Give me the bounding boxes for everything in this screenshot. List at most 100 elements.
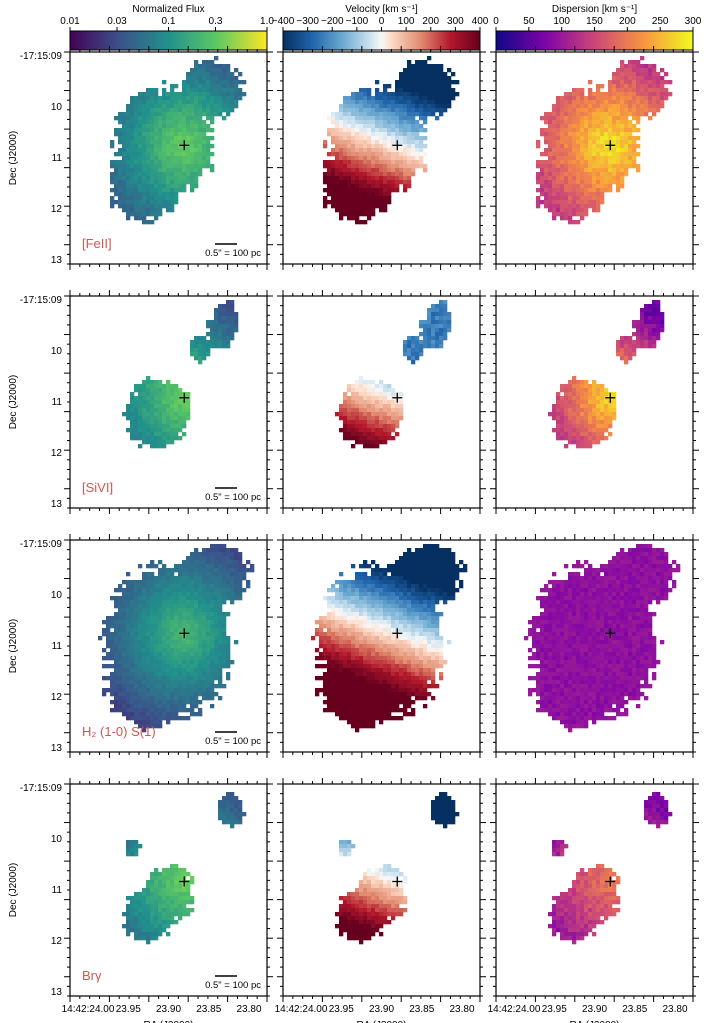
pixel <box>423 164 428 169</box>
pixel <box>399 116 404 121</box>
pixel <box>166 604 171 609</box>
pixel <box>174 92 179 97</box>
pixel <box>644 88 649 93</box>
pixel <box>202 648 207 653</box>
pixel <box>664 92 669 97</box>
pixel <box>423 320 428 325</box>
pixel <box>210 128 215 133</box>
pixel <box>339 404 344 409</box>
pixel <box>628 336 633 341</box>
pixel <box>375 176 380 181</box>
pixel <box>170 84 175 89</box>
pixel <box>347 152 352 157</box>
pixel <box>154 212 159 217</box>
pixel <box>174 668 179 673</box>
pixel <box>391 188 396 193</box>
pixel <box>347 96 352 101</box>
pixel <box>158 676 163 681</box>
pixel <box>451 92 456 97</box>
pixel <box>327 152 332 157</box>
pixel <box>604 172 609 177</box>
pixel <box>548 168 553 173</box>
pixel <box>218 64 223 69</box>
pixel <box>114 676 119 681</box>
pixel <box>178 104 183 109</box>
pixel <box>331 148 336 153</box>
pixel <box>443 108 448 113</box>
pixel <box>616 152 621 157</box>
pixel <box>359 208 364 213</box>
pixel <box>146 92 151 97</box>
pixel <box>576 184 581 189</box>
pixel <box>154 104 159 109</box>
pixel <box>134 668 139 673</box>
pixel <box>146 388 151 393</box>
pixel <box>114 668 119 673</box>
colorbar-tick-label: 0 <box>493 16 499 27</box>
pixel <box>218 664 223 669</box>
pixel <box>620 164 625 169</box>
pixel <box>564 188 569 193</box>
pixel <box>234 104 239 109</box>
pixel <box>122 652 127 657</box>
pixel <box>636 88 641 93</box>
pixel <box>355 440 360 445</box>
pixel <box>174 676 179 681</box>
pixel <box>174 628 179 633</box>
pixel <box>395 132 400 137</box>
pixel <box>178 576 183 581</box>
pixel <box>130 652 135 657</box>
pixel <box>419 68 424 73</box>
pixel <box>536 200 541 205</box>
pixel <box>371 192 376 197</box>
pixel <box>375 400 380 405</box>
pixel <box>162 184 167 189</box>
pixel <box>592 420 597 425</box>
pixel <box>351 428 356 433</box>
pixel <box>142 612 147 617</box>
pixel <box>234 596 239 601</box>
pixel <box>174 568 179 573</box>
pixel <box>226 636 231 641</box>
pixel <box>150 620 155 625</box>
pixel <box>170 172 175 177</box>
pixel <box>218 612 223 617</box>
pixel <box>371 156 376 161</box>
pixel <box>126 168 131 173</box>
pixel <box>608 136 613 141</box>
pixel <box>106 688 111 693</box>
pixel <box>110 656 115 661</box>
pixel <box>411 128 416 133</box>
pixel <box>198 160 203 165</box>
pixel <box>150 172 155 177</box>
pixel <box>170 568 175 573</box>
pixel <box>443 80 448 85</box>
pixel <box>142 680 147 685</box>
pixel <box>214 96 219 101</box>
pixel <box>226 548 231 553</box>
pixel <box>198 104 203 109</box>
pixel <box>576 412 581 417</box>
pixel <box>652 332 657 337</box>
pixel <box>226 84 231 89</box>
pixel <box>443 104 448 109</box>
pixel <box>375 100 380 105</box>
pixel <box>556 392 561 397</box>
pixel <box>548 160 553 165</box>
pixel <box>138 128 143 133</box>
pixel <box>596 148 601 153</box>
pixel <box>351 204 356 209</box>
pixel <box>652 88 657 93</box>
pixel <box>146 680 151 685</box>
pixel <box>202 104 207 109</box>
pixel <box>142 580 147 585</box>
pixel <box>182 640 187 645</box>
pixel <box>142 220 147 225</box>
pixel <box>339 416 344 421</box>
pixel <box>174 132 179 137</box>
pixel <box>130 416 135 421</box>
pixel <box>371 416 376 421</box>
pixel <box>419 88 424 93</box>
pixel <box>214 640 219 645</box>
pixel <box>134 160 139 165</box>
